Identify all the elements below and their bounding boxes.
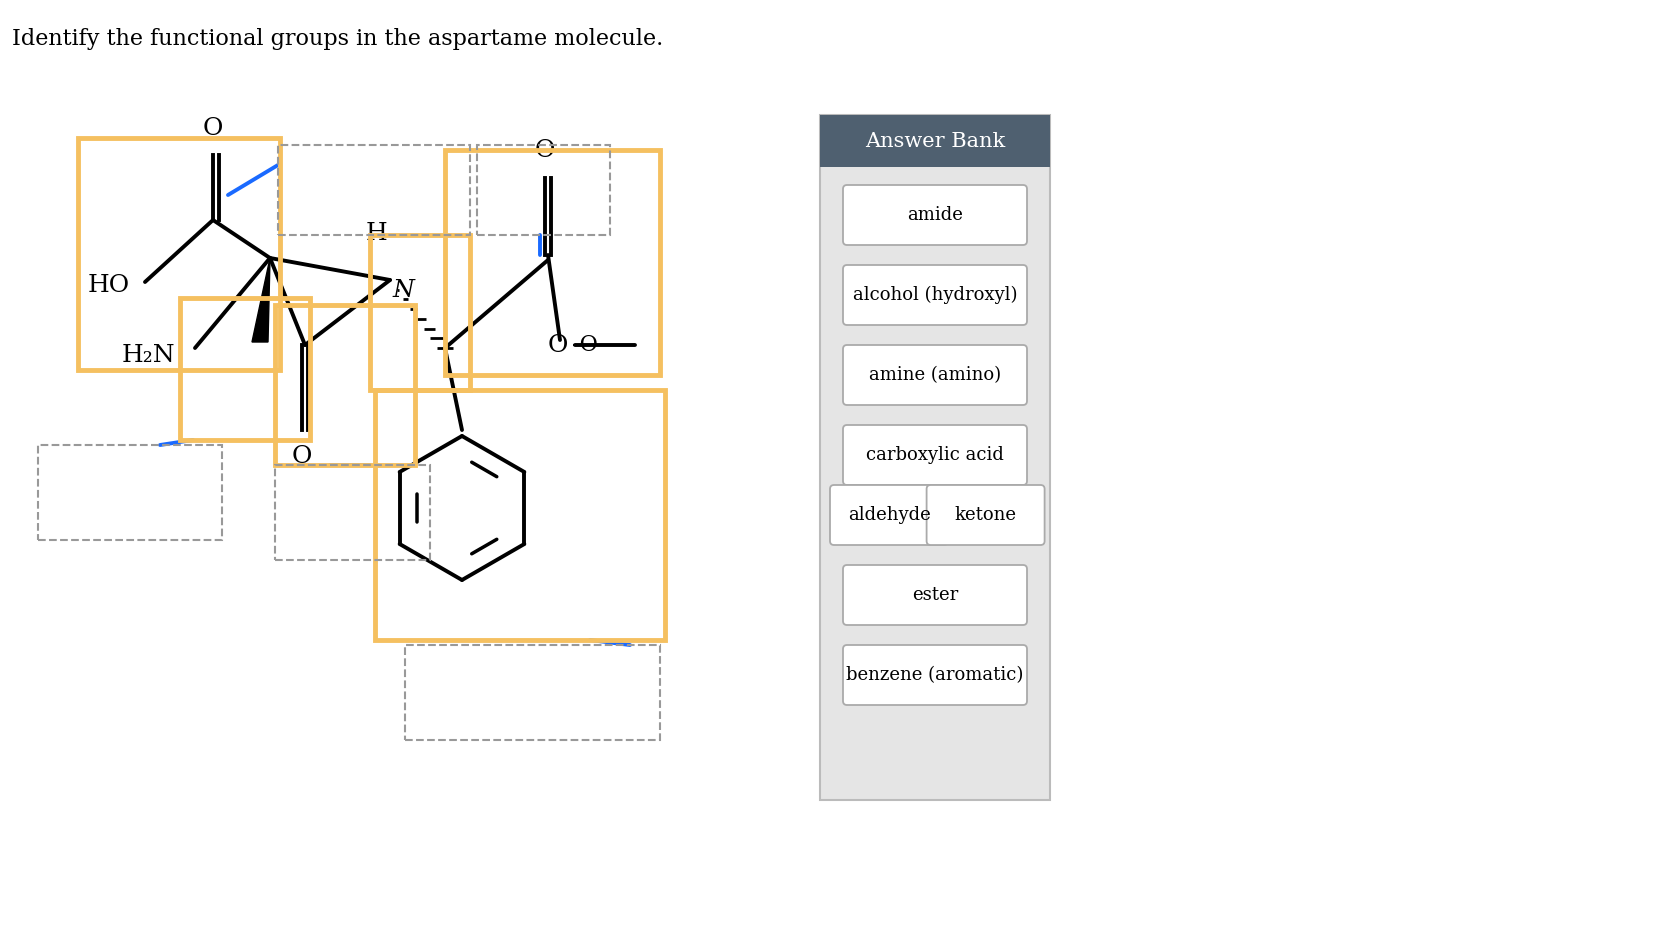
Bar bbox=[375, 390, 666, 640]
Bar bbox=[445, 150, 661, 375]
FancyBboxPatch shape bbox=[830, 485, 948, 545]
Bar bbox=[476, 145, 609, 235]
Text: Identify the functional groups in the aspartame molecule.: Identify the functional groups in the as… bbox=[12, 28, 664, 50]
FancyBboxPatch shape bbox=[843, 265, 1028, 325]
Text: O: O bbox=[535, 139, 554, 162]
Bar bbox=[179, 298, 310, 440]
Text: amide: amide bbox=[906, 206, 963, 224]
Bar bbox=[276, 465, 430, 560]
Text: amine (amino): amine (amino) bbox=[868, 366, 1001, 384]
Bar bbox=[277, 145, 470, 235]
Text: -O-: -O- bbox=[573, 334, 606, 356]
FancyBboxPatch shape bbox=[843, 425, 1028, 485]
Text: ketone: ketone bbox=[954, 506, 1016, 524]
Bar bbox=[78, 138, 281, 370]
Bar bbox=[820, 115, 1051, 800]
Text: HO: HO bbox=[88, 274, 129, 296]
FancyBboxPatch shape bbox=[843, 645, 1028, 705]
Bar bbox=[38, 445, 222, 540]
FancyBboxPatch shape bbox=[926, 485, 1044, 545]
Bar bbox=[820, 115, 1051, 167]
Text: alcohol (hydroxyl): alcohol (hydroxyl) bbox=[853, 286, 1018, 304]
Bar bbox=[405, 645, 661, 740]
FancyBboxPatch shape bbox=[843, 565, 1028, 625]
FancyBboxPatch shape bbox=[843, 185, 1028, 245]
Text: benzene (aromatic): benzene (aromatic) bbox=[847, 666, 1024, 684]
Text: carboxylic acid: carboxylic acid bbox=[867, 446, 1004, 464]
Text: O: O bbox=[203, 117, 222, 140]
Bar bbox=[276, 305, 415, 465]
Bar bbox=[370, 235, 470, 390]
Text: H₂N: H₂N bbox=[121, 343, 174, 367]
FancyBboxPatch shape bbox=[843, 345, 1028, 405]
Text: O: O bbox=[548, 334, 568, 356]
Polygon shape bbox=[252, 258, 271, 342]
Text: ester: ester bbox=[911, 586, 958, 604]
Text: O: O bbox=[292, 445, 312, 468]
Text: Answer Bank: Answer Bank bbox=[865, 131, 1004, 150]
Text: H: H bbox=[365, 222, 387, 245]
Text: aldehyde: aldehyde bbox=[848, 506, 930, 524]
Text: N: N bbox=[392, 279, 413, 301]
